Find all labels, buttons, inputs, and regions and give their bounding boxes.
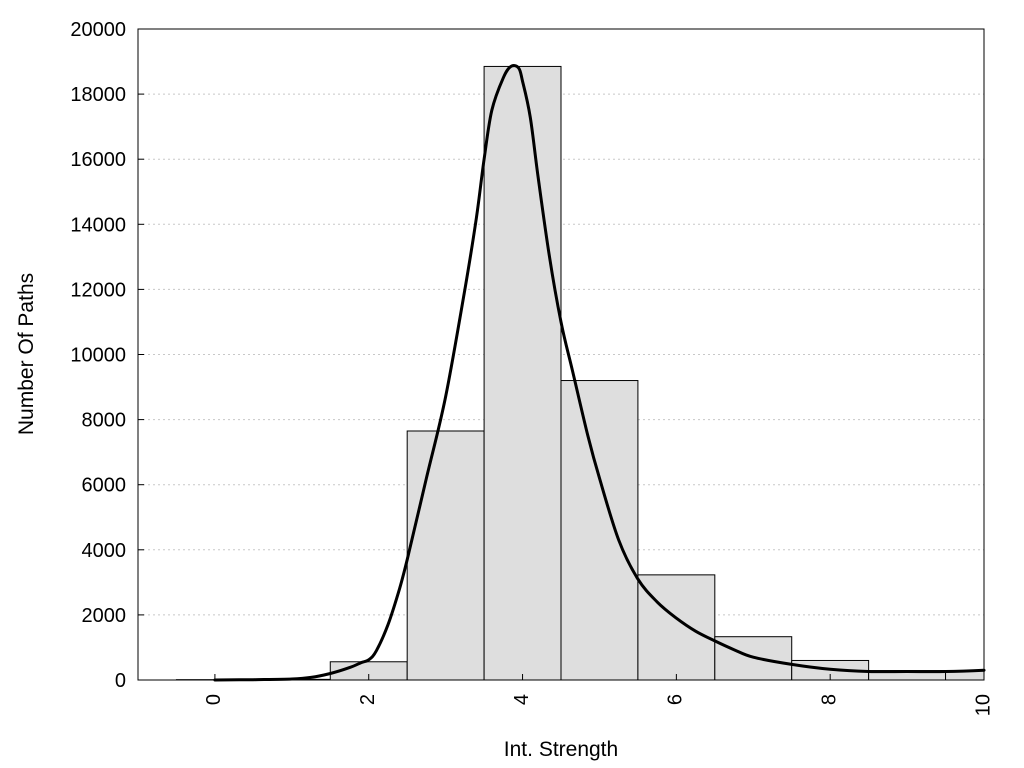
x-tick-label: 6 [665,694,687,705]
y-axis: 0 2000 4000 6000 8000 10000 12000 14000 16000 180… [70,19,144,692]
x-tick-label: 10 [972,694,994,716]
y-tick-label: 8000 [82,410,127,432]
bars [175,65,985,681]
x-axis: 0 2 4 6 8 10 [203,674,994,716]
y-tick-label: 4000 [82,540,127,562]
y-tick-label: 16000 [70,149,126,171]
y-tick-label: 14000 [70,214,126,236]
y-tick-label: 18000 [70,84,126,106]
y-tick-label: 2000 [82,605,127,627]
gridlines [138,93,984,616]
y-axis-label: Number Of Paths [15,273,38,435]
histogram-bar [560,380,639,681]
y-tick-label: 0 [115,670,126,692]
histogram-bar [483,65,562,681]
y-tick-label: 12000 [70,279,126,301]
x-tick-label: 2 [357,694,379,705]
histogram-bar [637,574,716,681]
x-tick-label: 8 [818,694,840,705]
y-tick-label: 6000 [82,475,127,497]
x-axis-label: Int. Strength [504,738,618,761]
x-tick-label: 0 [203,694,225,705]
x-tick-label: 4 [511,694,533,705]
fit-curve [213,64,986,682]
histogram-bar [406,430,485,681]
y-tick-label: 10000 [70,345,126,367]
y-tick-label: 20000 [70,19,126,41]
